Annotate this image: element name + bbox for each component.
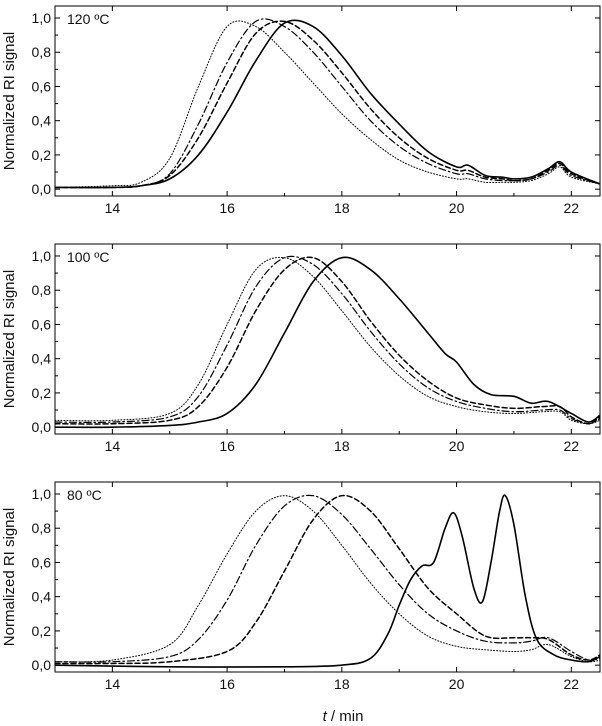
x-tick-label: 18	[334, 676, 350, 692]
x-tick-label: 18	[334, 200, 350, 216]
panel-100c: 14 16 18 20 22 0,0 0,2 0,4 0,6 0,8 1,0 100 ºC Normal…	[1, 243, 601, 454]
y-tick-label: 1,0	[32, 248, 52, 264]
y-tick-label: 0,4	[32, 351, 52, 367]
series-solid	[55, 494, 600, 668]
series-dashed	[55, 494, 600, 665]
y-axis-title: Normalized RI signal	[1, 32, 18, 170]
x-tick-label: 22	[564, 200, 580, 216]
y-tick-label: 0,8	[32, 520, 52, 536]
y-tick-label: 0,4	[32, 113, 52, 129]
y-tick-label: 0,6	[32, 78, 52, 94]
y-tick-label: 0,0	[32, 419, 52, 435]
series-group	[55, 494, 600, 668]
y-tick-label: 0,0	[32, 181, 52, 197]
series-dotted	[55, 256, 600, 425]
plot-frame	[54, 481, 601, 673]
x-tick-label: 16	[219, 200, 235, 216]
series-dashed	[55, 20, 600, 189]
y-tick-label: 0,8	[32, 282, 52, 298]
y-axis-title: Normalized RI signal	[1, 508, 18, 646]
panel-title: 100 ºC	[67, 249, 109, 265]
y-tick-label: 0,2	[32, 385, 52, 401]
x-tick-label: 22	[564, 438, 580, 454]
x-axis-title: t / min	[323, 708, 364, 725]
x-tick-label: 22	[564, 676, 580, 692]
series-group	[55, 255, 600, 429]
x-tick-label: 16	[219, 438, 235, 454]
y-tick-label: 0,6	[32, 554, 52, 570]
series-dash-dot	[55, 494, 600, 663]
panel-120c: 14 16 18 20 22 0,0 0,2 0,4 0,6 0,8 1,0 120 ºC Normal…	[1, 5, 601, 216]
series-dash-dot	[55, 18, 600, 189]
y-tick-label: 0,4	[32, 589, 52, 605]
series-group	[55, 18, 600, 189]
y-tick-label: 0,8	[32, 44, 52, 60]
x-tick-label: 14	[105, 438, 121, 454]
y-tick-label: 0,6	[32, 316, 52, 332]
y-tick-label: 0,2	[32, 623, 52, 639]
series-dash-dot	[55, 255, 600, 425]
x-tick-label: 14	[105, 676, 121, 692]
panel-80c: 14 16 18 20 22 0,0 0,2 0,4 0,6 0,8 1,0 80 ºC Normali…	[1, 481, 601, 692]
x-tick-label: 20	[449, 438, 465, 454]
y-tick-label: 1,0	[32, 10, 52, 26]
y-tick-label: 1,0	[32, 486, 52, 502]
plot-frame	[54, 243, 601, 435]
y-tick-label: 0,2	[32, 147, 52, 163]
panel-title: 120 ºC	[67, 11, 109, 27]
x-tick-label: 20	[449, 676, 465, 692]
series-dotted	[55, 495, 600, 663]
panel-title: 80 ºC	[67, 487, 102, 503]
x-tick-label: 14	[105, 200, 121, 216]
series-solid	[55, 19, 600, 189]
x-tick-label: 20	[449, 200, 465, 216]
series-dashed	[55, 256, 600, 425]
y-tick-label: 0,0	[32, 657, 52, 673]
x-tick-label: 18	[334, 438, 350, 454]
y-axis-title: Normalized RI signal	[1, 270, 18, 408]
series-dotted	[55, 20, 600, 188]
x-tick-label: 16	[219, 676, 235, 692]
series-solid	[55, 256, 600, 429]
plot-frame	[54, 5, 601, 197]
